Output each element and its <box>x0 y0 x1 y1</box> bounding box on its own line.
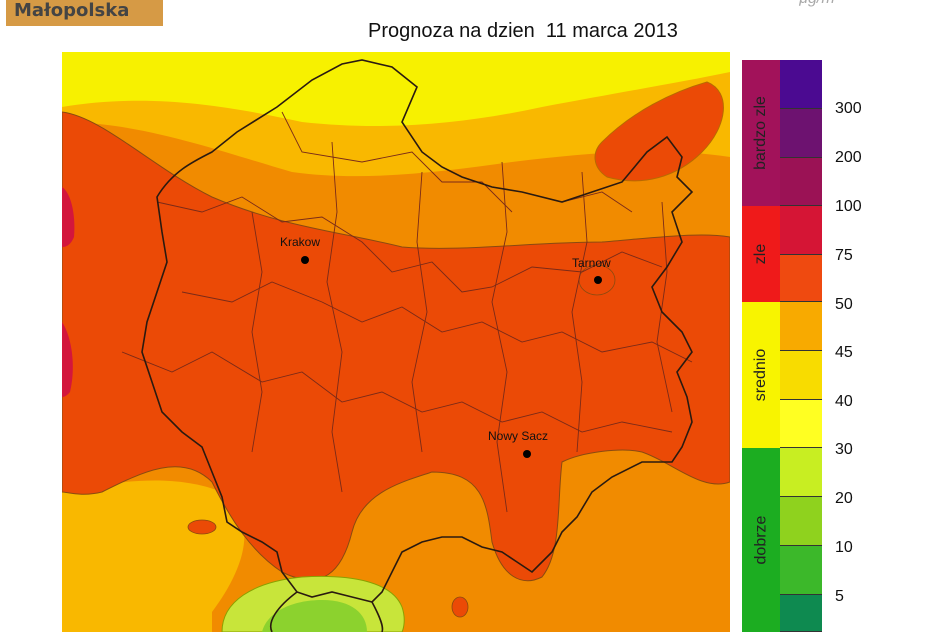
forecast-map: Krakow Tarnow Nowy Sacz <box>62 52 730 632</box>
legend-level-box <box>780 595 822 632</box>
legend-level-box <box>780 109 822 158</box>
legend-level-box <box>780 351 822 400</box>
legend-tick-20: 20 <box>835 490 853 507</box>
legend-category-srednio: srednio <box>742 302 780 448</box>
county-boundaries <box>121 111 693 513</box>
city-tarnow-dot <box>594 276 602 284</box>
legend-level-box <box>780 158 822 206</box>
legend-level-box <box>780 60 822 109</box>
legend-level-box <box>780 497 822 546</box>
legend-level-box <box>780 255 822 302</box>
unit-label: μg/m³ <box>799 0 840 8</box>
zone-crimson-west-top <box>62 187 75 247</box>
city-nowy-sacz-label: Nowy Sacz <box>488 429 548 443</box>
legend-tick-75: 75 <box>835 247 853 264</box>
legend-tick-45: 45 <box>835 344 853 361</box>
city-nowy-sacz: Nowy Sacz <box>488 429 548 458</box>
southern-border <box>270 591 384 632</box>
city-nowy-sacz-dot <box>523 450 531 458</box>
legend-category-label: srednio <box>752 348 770 402</box>
city-tarnow: Tarnow <box>572 256 611 284</box>
legend-level-box <box>780 302 822 351</box>
legend-level-box <box>780 448 822 497</box>
legend-tick-100: 100 <box>835 198 862 215</box>
legend-level-box <box>780 546 822 595</box>
zone-crimson-west-mid <box>62 322 73 397</box>
legend-tick-300: 300 <box>835 100 862 117</box>
legend-category-dobrze: dobrze <box>742 448 780 632</box>
legend-tick-10: 10 <box>835 539 853 556</box>
city-tarnow-label: Tarnow <box>572 256 611 270</box>
forecast-title: Prognoza na dzien 11 marca 2013 <box>368 20 678 42</box>
zone-red-orange <box>62 111 730 582</box>
legend-tick-50: 50 <box>835 296 853 313</box>
zone-lower-left <box>62 480 245 632</box>
zone-small-island-west <box>187 519 217 535</box>
legend-category-zle: zle <box>742 206 780 302</box>
color-legend: bardzo zle zle srednio dobrze <box>742 60 822 632</box>
legend-category-bardzo-zle: bardzo zle <box>742 60 780 206</box>
malopolska-logo: Małopolska <box>6 0 163 26</box>
legend-category-label: bardzo zle <box>752 96 770 170</box>
legend-category-label: dobrze <box>752 515 770 565</box>
legend-level-box <box>780 206 822 255</box>
legend-tick-5: 5 <box>835 588 844 605</box>
city-krakow: Krakow <box>280 235 320 264</box>
zone-northeast-lobe <box>594 81 724 182</box>
legend-tick-40: 40 <box>835 393 853 410</box>
city-krakow-label: Krakow <box>280 235 320 249</box>
voivodeship-border <box>141 59 694 603</box>
legend-tick-30: 30 <box>835 441 853 458</box>
city-krakow-dot <box>301 256 309 264</box>
zone-small-island-south <box>451 596 469 618</box>
legend-tick-200: 200 <box>835 149 862 166</box>
legend-category-label: zle <box>751 243 769 265</box>
zone-green <box>262 600 367 632</box>
legend-level-box <box>780 400 822 448</box>
